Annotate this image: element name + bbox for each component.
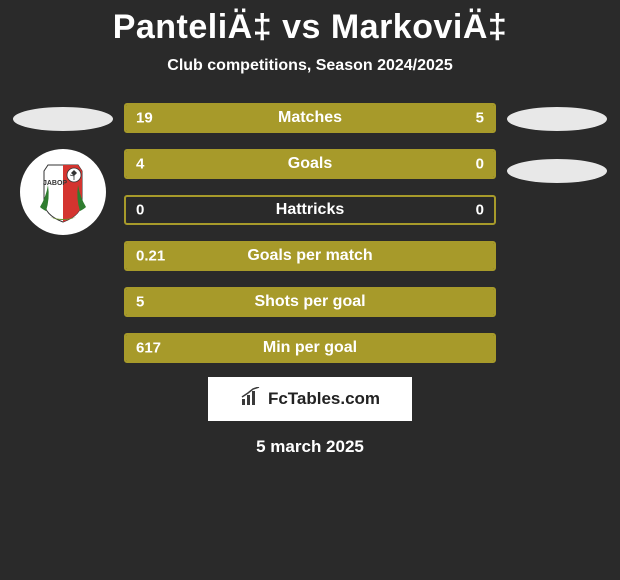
bar-label: Min per goal — [263, 339, 357, 357]
footer-date: 5 march 2025 — [0, 437, 620, 457]
player-placeholder-oval-right-2 — [507, 159, 607, 183]
attribution-text: FcTables.com — [268, 389, 380, 409]
shield-icon: JABOP — [28, 157, 98, 227]
bar-label: Matches — [278, 109, 342, 127]
bar-row: Hattricks 0 0 — [124, 195, 496, 225]
bar-segment-left — [126, 105, 417, 131]
page-title: PanteliÄ‡ vs MarkoviÄ‡ — [0, 8, 620, 47]
left-side-column: JABOP — [12, 103, 114, 235]
bar-label: Shots per goal — [254, 293, 365, 311]
bar-row: Matches 19 5 — [124, 103, 496, 133]
content-row: JABOP Matches195Goals40Hattricks00Goals … — [0, 103, 620, 363]
bar-row: Min per goal 617 — [124, 333, 496, 363]
bar-value-right: 5 — [476, 110, 484, 127]
bar-value-right: 0 — [476, 202, 484, 219]
bar-label: Goals per match — [247, 247, 372, 265]
attribution-badge: FcTables.com — [208, 377, 412, 421]
logo-text: JABOP — [43, 180, 67, 187]
bar-value-left: 0 — [136, 202, 144, 219]
bar-value-right: 0 — [476, 156, 484, 173]
right-side-column — [506, 103, 608, 183]
bar-value-left: 4 — [136, 156, 144, 173]
player-placeholder-oval-left — [13, 107, 113, 131]
bar-value-left: 5 — [136, 294, 144, 311]
player-placeholder-oval-right-1 — [507, 107, 607, 131]
bar-label: Hattricks — [276, 201, 344, 219]
bar-label: Goals — [288, 155, 332, 173]
bar-row: Goals 4 0 — [124, 149, 496, 179]
team-logo-left: JABOP — [20, 149, 106, 235]
page-subtitle: Club competitions, Season 2024/2025 — [0, 57, 620, 75]
chart-icon — [240, 387, 262, 412]
bar-value-left: 0.21 — [136, 248, 165, 265]
bar-row: Shots per goal 5 — [124, 287, 496, 317]
bar-row: Goals per match 0.21 — [124, 241, 496, 271]
comparison-card: PanteliÄ‡ vs MarkoviÄ‡ Club competitions… — [0, 0, 620, 457]
bar-value-left: 617 — [136, 340, 161, 357]
bar-value-left: 19 — [136, 110, 153, 127]
comparison-bars: Matches 19 5 Goals 4 0 Hattricks 0 0 Goals per ma… — [124, 103, 496, 363]
